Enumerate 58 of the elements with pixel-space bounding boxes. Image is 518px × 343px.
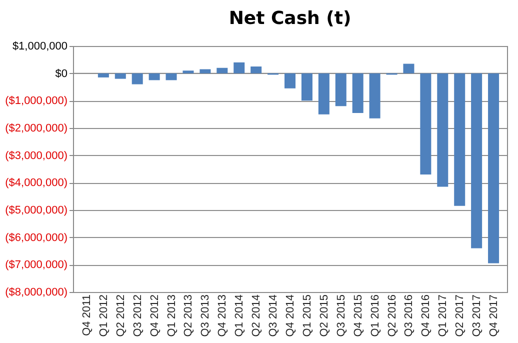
bar bbox=[132, 73, 143, 84]
bar bbox=[471, 73, 482, 248]
x-tick-label: Q2 2015 bbox=[318, 294, 330, 337]
x-tick-label: Q4 2011 bbox=[80, 294, 93, 336]
bar bbox=[216, 68, 228, 74]
bar bbox=[200, 69, 211, 74]
x-tick-label: Q4 2013 bbox=[216, 294, 229, 337]
y-tick-label: $1,000,000 bbox=[12, 40, 68, 52]
x-tick-label: Q3 2016 bbox=[403, 294, 416, 337]
y-tick-label: ($6,000,000) bbox=[5, 232, 68, 244]
bar bbox=[488, 73, 500, 264]
x-tick-label: Q2 2013 bbox=[182, 294, 195, 337]
bar bbox=[114, 73, 126, 79]
x-tick-label: Q3 2017 bbox=[471, 294, 484, 337]
y-tick-label: ($1,000,000) bbox=[5, 95, 68, 108]
x-tick-label: Q1 2016 bbox=[369, 294, 382, 337]
x-tick-label: Q2 2014 bbox=[250, 294, 263, 337]
x-tick-label: Q1 2017 bbox=[437, 294, 450, 337]
x-tick-label: Q1 2014 bbox=[234, 294, 246, 337]
bar bbox=[420, 73, 432, 174]
x-tick-label: Q2 2012 bbox=[114, 294, 127, 337]
y-tick-label: ($7,000,000) bbox=[5, 259, 68, 272]
x-tick-label: Q1 2012 bbox=[98, 294, 110, 337]
bar bbox=[403, 64, 414, 74]
x-tick-label: Q2 2016 bbox=[386, 294, 398, 337]
x-tick-label: Q3 2013 bbox=[200, 294, 212, 337]
bar bbox=[284, 73, 296, 88]
bar bbox=[182, 70, 194, 74]
y-tick-label: ($2,000,000) bbox=[5, 122, 68, 134]
bar bbox=[454, 73, 466, 206]
x-tick-label: Q3 2015 bbox=[335, 294, 348, 337]
x-tick-label: Q1 2013 bbox=[166, 294, 178, 337]
bar bbox=[301, 73, 312, 101]
bar bbox=[166, 73, 177, 80]
y-tick-label: ($3,000,000) bbox=[5, 150, 68, 162]
y-tick-label: ($5,000,000) bbox=[5, 204, 68, 216]
x-tick-label: Q4 2012 bbox=[148, 294, 161, 337]
bar bbox=[437, 73, 448, 187]
bar bbox=[335, 73, 346, 106]
y-tick-label: $0 bbox=[55, 68, 68, 80]
x-tick-label: Q1 2015 bbox=[301, 294, 314, 337]
x-tick-label: Q4 2016 bbox=[420, 294, 432, 337]
x-tick-label: Q3 2014 bbox=[268, 294, 280, 337]
y-tick-label: ($8,000,000) bbox=[5, 286, 68, 298]
bar bbox=[98, 73, 109, 78]
x-tick-label: Q4 2017 bbox=[488, 294, 500, 337]
bar bbox=[369, 73, 380, 118]
chart-title: Net Cash (t) bbox=[228, 8, 352, 29]
bar bbox=[318, 73, 330, 114]
bar bbox=[250, 66, 262, 74]
x-tick-label: Q2 2017 bbox=[454, 294, 466, 337]
y-tick-label: ($4,000,000) bbox=[5, 177, 68, 190]
x-tick-label: Q4 2015 bbox=[352, 294, 364, 337]
x-tick-label: Q4 2014 bbox=[284, 294, 296, 337]
bar bbox=[234, 62, 245, 74]
x-tick-label: Q3 2012 bbox=[132, 294, 144, 337]
bar bbox=[148, 73, 160, 80]
bar bbox=[352, 73, 364, 113]
